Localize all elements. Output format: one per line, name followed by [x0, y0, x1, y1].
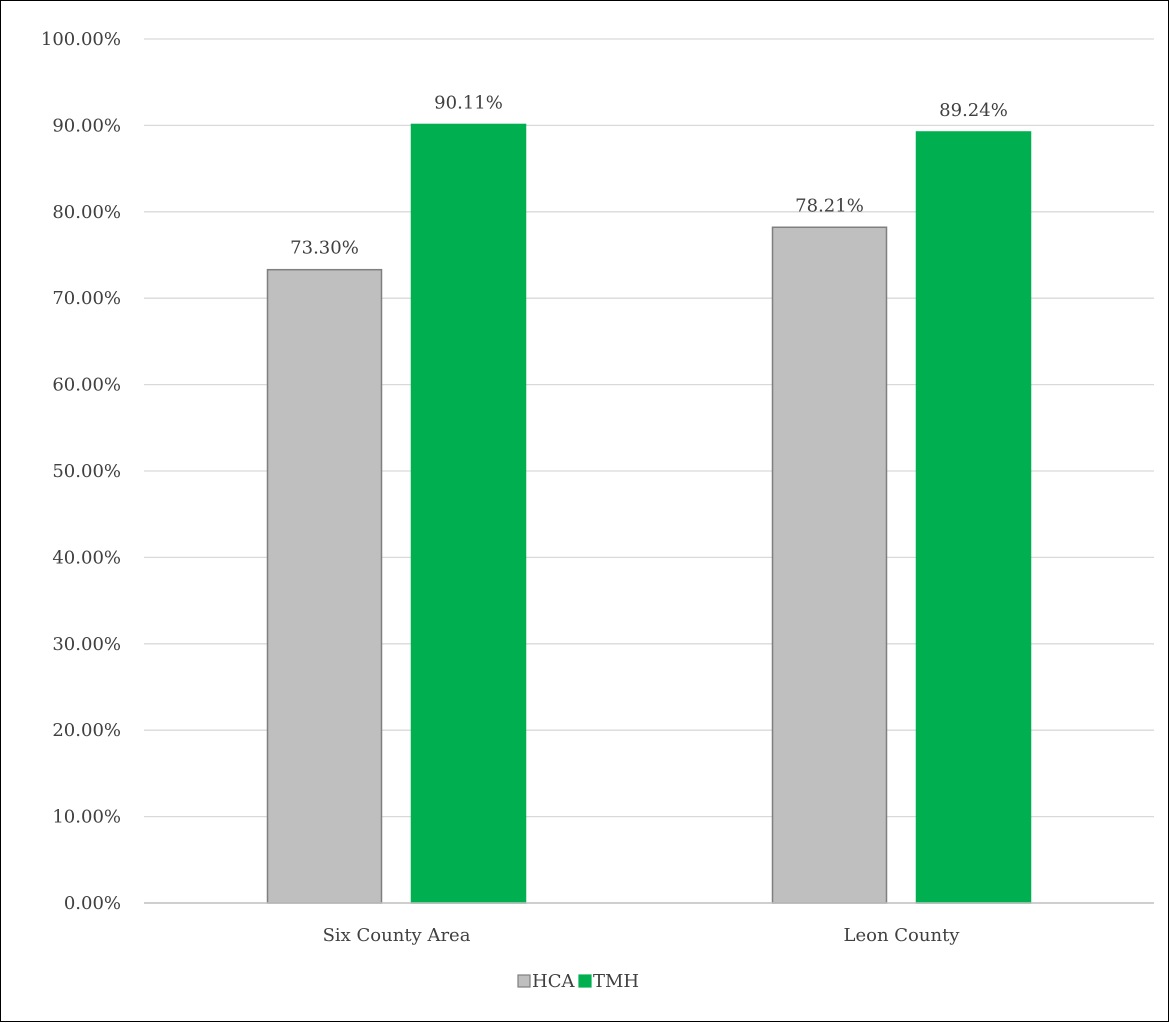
bar-tmh-0 — [410, 123, 527, 904]
legend-label: TMH — [593, 971, 639, 992]
y-tick-label: 80.00% — [52, 202, 121, 223]
bar-tmh-1 — [915, 131, 1032, 904]
legend-label: HCA — [532, 971, 575, 992]
bar-hca-1 — [771, 226, 888, 904]
data-labels: 73.30% 90.11% 78.21% 89.24% — [290, 92, 1008, 258]
x-axis-category-labels: Six County Area Leon County — [323, 925, 961, 946]
data-label: 73.30% — [290, 238, 359, 259]
data-label: 90.11% — [434, 92, 503, 113]
y-axis-tick-labels: 0.00% 10.00% 20.00% 30.00% 40.00% 50.00% 60.00… — [41, 29, 121, 914]
y-tick-label: 20.00% — [52, 720, 121, 741]
legend-swatch-hca — [517, 974, 531, 988]
y-tick-label: 40.00% — [52, 547, 121, 568]
bars — [266, 123, 1032, 904]
legend: HCA TMH — [517, 971, 639, 992]
y-tick-label: 0.00% — [64, 893, 121, 914]
legend-swatch-tmh — [578, 974, 592, 988]
data-label: 78.21% — [795, 195, 864, 216]
y-tick-label: 90.00% — [52, 115, 121, 136]
y-tick-label: 30.00% — [52, 634, 121, 655]
y-tick-label: 10.00% — [52, 807, 121, 828]
y-tick-label: 60.00% — [52, 375, 121, 396]
x-category-label: Six County Area — [323, 925, 471, 946]
x-category-label: Leon County — [844, 925, 961, 946]
y-tick-label: 100.00% — [41, 29, 121, 50]
bar-hca-0 — [266, 268, 383, 904]
y-tick-label: 70.00% — [52, 288, 121, 309]
data-label: 89.24% — [939, 100, 1008, 121]
y-tick-label: 50.00% — [52, 461, 121, 482]
